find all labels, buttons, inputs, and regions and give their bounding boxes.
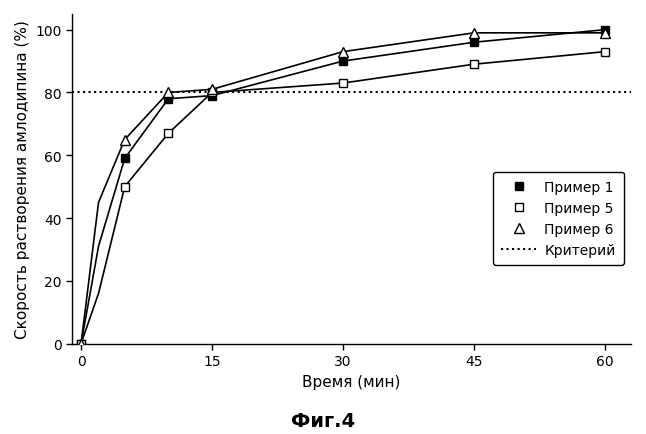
Пример 6 bbox=[165, 91, 172, 96]
Пример 5 bbox=[165, 132, 172, 137]
Пример 6 bbox=[78, 341, 85, 346]
Пример 6 bbox=[470, 31, 478, 36]
Пример 5 bbox=[208, 91, 216, 96]
Критерий bbox=[86, 91, 94, 96]
Критерий bbox=[78, 91, 85, 96]
Пример 1 bbox=[121, 156, 129, 161]
Пример 5 bbox=[470, 62, 478, 68]
Line: Пример 5: Пример 5 bbox=[77, 48, 609, 348]
Пример 1 bbox=[601, 28, 609, 33]
Пример 1 bbox=[208, 94, 216, 99]
Пример 6 bbox=[208, 88, 216, 93]
Пример 6 bbox=[339, 50, 347, 55]
Пример 1 bbox=[165, 97, 172, 102]
X-axis label: Время (мин): Время (мин) bbox=[302, 374, 401, 389]
Пример 1 bbox=[78, 341, 85, 346]
Пример 6 bbox=[601, 31, 609, 36]
Y-axis label: Скорость растворения амлодипина (%): Скорость растворения амлодипина (%) bbox=[15, 20, 30, 339]
Пример 5 bbox=[339, 81, 347, 86]
Пример 1 bbox=[339, 59, 347, 65]
Пример 5 bbox=[601, 50, 609, 55]
Пример 1 bbox=[470, 40, 478, 46]
Text: Фиг.4: Фиг.4 bbox=[291, 411, 355, 430]
Line: Пример 1: Пример 1 bbox=[77, 26, 609, 348]
Пример 5 bbox=[121, 184, 129, 190]
Пример 6 bbox=[121, 138, 129, 143]
Legend: Пример 1, Пример 5, Пример 6, Критерий: Пример 1, Пример 5, Пример 6, Критерий bbox=[493, 172, 624, 266]
Line: Пример 6: Пример 6 bbox=[76, 29, 610, 349]
Пример 5 bbox=[78, 341, 85, 346]
